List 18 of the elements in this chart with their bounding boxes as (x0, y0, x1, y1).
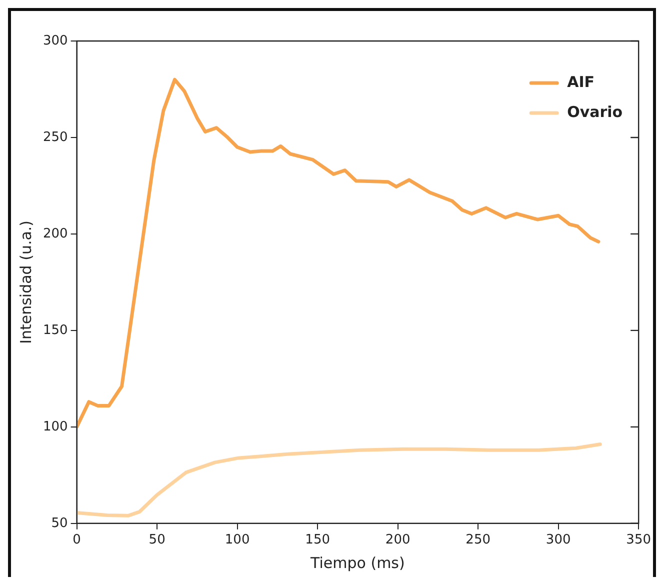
y-tick-label: 250 (42, 130, 68, 145)
y-tick-label: 100 (42, 419, 68, 434)
legend-label: AIF (567, 72, 595, 91)
x-tick-label: 350 (626, 532, 652, 548)
y-tick-label: 50 (51, 516, 68, 531)
x-tick-label: 300 (546, 532, 571, 548)
y-tick-label: 200 (42, 226, 68, 242)
x-tick-label: 100 (224, 532, 250, 548)
legend-label: Ovario (567, 102, 623, 121)
x-tick-label: 50 (148, 532, 166, 548)
x-tick-label: 200 (385, 532, 410, 548)
x-axis-title: Tiempo (ms) (310, 554, 405, 572)
y-tick-label: 300 (42, 33, 68, 48)
x-tick-label: 250 (466, 532, 490, 548)
y-axis-title: Intensidad (u.a.) (16, 220, 35, 344)
x-tick-label: 150 (305, 532, 330, 548)
x-tick-label: 0 (72, 532, 81, 548)
y-tick-label: 150 (42, 322, 68, 338)
